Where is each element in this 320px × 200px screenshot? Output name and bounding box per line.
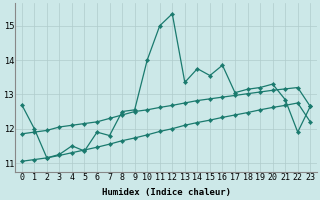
X-axis label: Humidex (Indice chaleur): Humidex (Indice chaleur): [101, 188, 230, 197]
